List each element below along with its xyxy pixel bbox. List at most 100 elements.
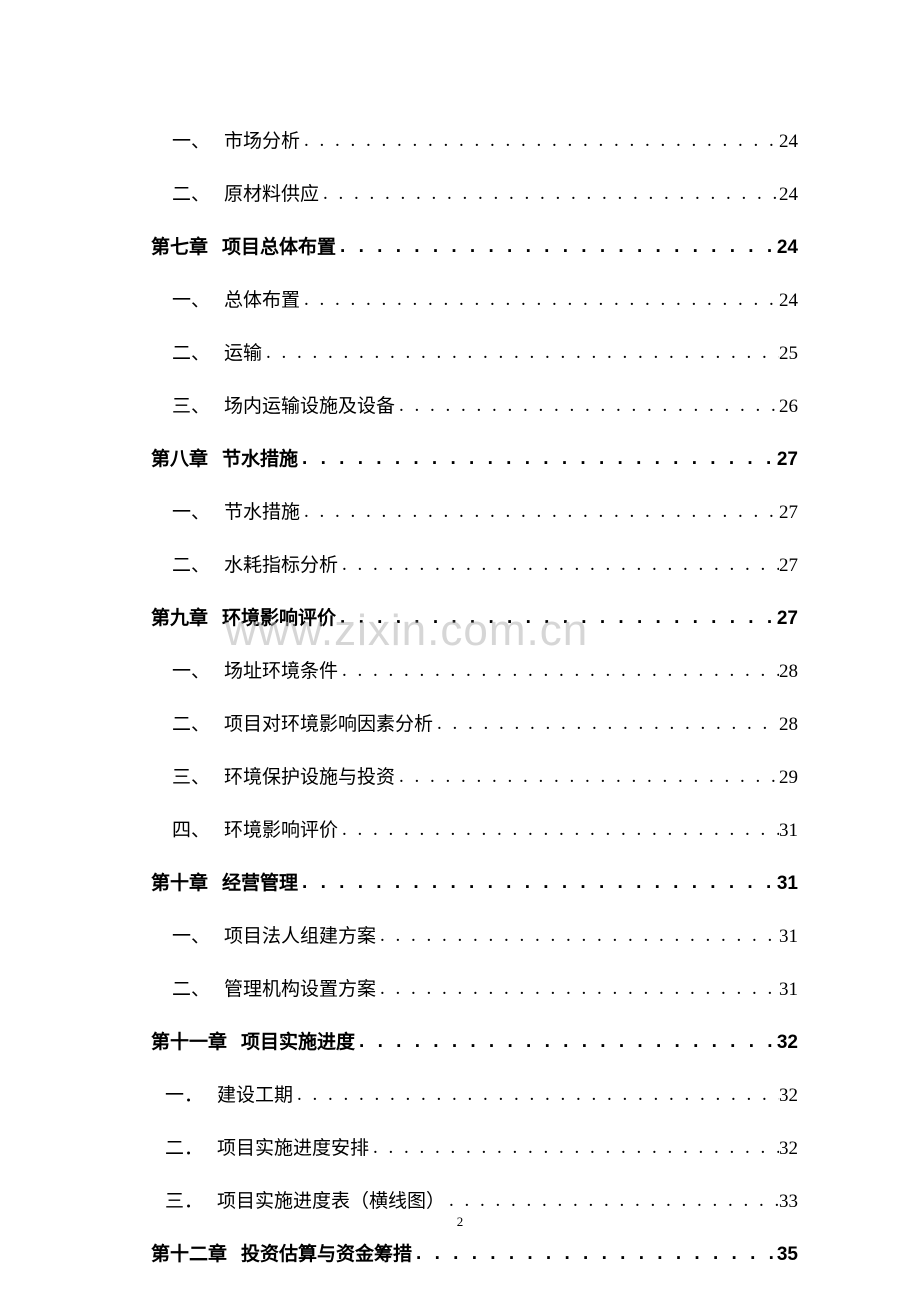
- toc-marker: 三．: [151, 1186, 217, 1213]
- page-number: 2: [457, 1214, 464, 1230]
- toc-page-number: 24: [779, 184, 798, 206]
- toc-page-number: 24: [777, 237, 798, 259]
- toc-title: 场内运输设施及设备: [224, 391, 395, 418]
- toc-marker: 二、: [151, 974, 224, 1001]
- toc-leader-dots: . . . . . . . . . . . . . . . . . . . . …: [338, 819, 779, 841]
- toc-entry: 四、环境影响评价. . . . . . . . . . . . . . . . …: [151, 815, 798, 842]
- toc-marker: 四、: [151, 815, 224, 842]
- toc-page-number: 27: [777, 608, 798, 630]
- toc-entry: 二、运输. . . . . . . . . . . . . . . . . . …: [151, 338, 798, 365]
- table-of-contents: 一、市场分析. . . . . . . . . . . . . . . . . …: [151, 126, 798, 1266]
- toc-leader-dots: . . . . . . . . . . . . . . . . . . . . …: [412, 1243, 777, 1265]
- toc-title: 建设工期: [217, 1080, 293, 1107]
- toc-page-number: 24: [779, 131, 798, 153]
- toc-page-number: 28: [779, 714, 798, 736]
- toc-entry: 一、项目法人组建方案. . . . . . . . . . . . . . . …: [151, 921, 798, 948]
- toc-marker: 第十二章: [151, 1239, 241, 1266]
- toc-title: 节水措施: [222, 444, 298, 471]
- toc-page-number: 27: [779, 502, 798, 524]
- toc-leader-dots: . . . . . . . . . . . . . . . . . . . . …: [336, 607, 777, 629]
- toc-title: 环境影响评价: [222, 603, 336, 630]
- toc-page-number: 31: [779, 926, 798, 948]
- toc-entry: 第九章环境影响评价. . . . . . . . . . . . . . . .…: [151, 603, 798, 630]
- toc-title: 项目对环境影响因素分析: [224, 709, 433, 736]
- toc-entry: 第十二章投资估算与资金筹措. . . . . . . . . . . . . .…: [151, 1239, 798, 1266]
- toc-marker: 二、: [151, 338, 224, 365]
- toc-marker: 第七章: [151, 232, 222, 259]
- toc-page-number: 32: [779, 1085, 798, 1107]
- toc-entry: 一、市场分析. . . . . . . . . . . . . . . . . …: [151, 126, 798, 153]
- toc-title: 项目总体布置: [222, 232, 336, 259]
- toc-leader-dots: . . . . . . . . . . . . . . . . . . . . …: [395, 395, 779, 417]
- toc-entry: 第八章节水措施. . . . . . . . . . . . . . . . .…: [151, 444, 798, 471]
- toc-page-number: 31: [779, 820, 798, 842]
- toc-entry: 第十章经营管理. . . . . . . . . . . . . . . . .…: [151, 868, 798, 895]
- toc-leader-dots: . . . . . . . . . . . . . . . . . . . . …: [319, 183, 779, 205]
- toc-page-number: 27: [777, 449, 798, 471]
- toc-title: 总体布置: [224, 285, 300, 312]
- toc-marker: 一．: [151, 1080, 217, 1107]
- toc-title: 运输: [224, 338, 262, 365]
- toc-page-number: 24: [779, 290, 798, 312]
- toc-title: 原材料供应: [224, 179, 319, 206]
- toc-leader-dots: . . . . . . . . . . . . . . . . . . . . …: [433, 713, 779, 735]
- toc-entry: 一．建设工期. . . . . . . . . . . . . . . . . …: [151, 1080, 798, 1107]
- toc-title: 场址环境条件: [224, 656, 338, 683]
- toc-leader-dots: . . . . . . . . . . . . . . . . . . . . …: [300, 289, 779, 311]
- toc-title: 市场分析: [224, 126, 300, 153]
- toc-title: 环境保护设施与投资: [224, 762, 395, 789]
- toc-leader-dots: . . . . . . . . . . . . . . . . . . . . …: [336, 236, 777, 258]
- toc-page-number: 32: [779, 1138, 798, 1160]
- toc-leader-dots: . . . . . . . . . . . . . . . . . . . . …: [298, 448, 777, 470]
- toc-marker: 第十一章: [151, 1027, 241, 1054]
- toc-entry: 三、场内运输设施及设备. . . . . . . . . . . . . . .…: [151, 391, 798, 418]
- toc-marker: 第十章: [151, 868, 222, 895]
- toc-marker: 三、: [151, 391, 224, 418]
- toc-entry: 二、项目对环境影响因素分析. . . . . . . . . . . . . .…: [151, 709, 798, 736]
- toc-entry: 二、原材料供应. . . . . . . . . . . . . . . . .…: [151, 179, 798, 206]
- toc-title: 项目实施进度: [241, 1027, 355, 1054]
- toc-leader-dots: . . . . . . . . . . . . . . . . . . . . …: [376, 925, 779, 947]
- toc-marker: 第八章: [151, 444, 222, 471]
- toc-title: 水耗指标分析: [224, 550, 338, 577]
- page-container: 一、市场分析. . . . . . . . . . . . . . . . . …: [0, 0, 920, 1266]
- toc-leader-dots: . . . . . . . . . . . . . . . . . . . . …: [376, 978, 779, 1000]
- toc-marker: 二．: [151, 1133, 217, 1160]
- toc-page-number: 31: [777, 873, 798, 895]
- toc-title: 经营管理: [222, 868, 298, 895]
- toc-marker: 一、: [151, 656, 224, 683]
- toc-page-number: 28: [779, 661, 798, 683]
- toc-leader-dots: . . . . . . . . . . . . . . . . . . . . …: [338, 554, 779, 576]
- toc-marker: 一、: [151, 285, 224, 312]
- toc-entry: 第七章项目总体布置. . . . . . . . . . . . . . . .…: [151, 232, 798, 259]
- toc-entry: 一、总体布置. . . . . . . . . . . . . . . . . …: [151, 285, 798, 312]
- toc-title: 环境影响评价: [224, 815, 338, 842]
- toc-marker: 第九章: [151, 603, 222, 630]
- toc-title: 项目法人组建方案: [224, 921, 376, 948]
- toc-entry: 二．项目实施进度安排. . . . . . . . . . . . . . . …: [151, 1133, 798, 1160]
- toc-entry: 三、环境保护设施与投资. . . . . . . . . . . . . . .…: [151, 762, 798, 789]
- toc-marker: 二、: [151, 179, 224, 206]
- toc-entry: 二、管理机构设置方案. . . . . . . . . . . . . . . …: [151, 974, 798, 1001]
- toc-leader-dots: . . . . . . . . . . . . . . . . . . . . …: [338, 660, 779, 682]
- toc-entry: 一、场址环境条件. . . . . . . . . . . . . . . . …: [151, 656, 798, 683]
- toc-title: 项目实施进度安排: [217, 1133, 369, 1160]
- toc-page-number: 31: [779, 979, 798, 1001]
- toc-entry: 二、水耗指标分析. . . . . . . . . . . . . . . . …: [151, 550, 798, 577]
- toc-page-number: 35: [777, 1244, 798, 1266]
- toc-marker: 一、: [151, 126, 224, 153]
- toc-marker: 二、: [151, 550, 224, 577]
- toc-title: 节水措施: [224, 497, 300, 524]
- toc-entry: 三．项目实施进度表（横线图）. . . . . . . . . . . . . …: [151, 1186, 798, 1213]
- toc-page-number: 33: [779, 1191, 798, 1213]
- toc-leader-dots: . . . . . . . . . . . . . . . . . . . . …: [395, 766, 779, 788]
- toc-title: 投资估算与资金筹措: [241, 1239, 412, 1266]
- toc-page-number: 25: [779, 343, 798, 365]
- toc-leader-dots: . . . . . . . . . . . . . . . . . . . . …: [293, 1084, 779, 1106]
- toc-leader-dots: . . . . . . . . . . . . . . . . . . . . …: [300, 130, 779, 152]
- toc-marker: 一、: [151, 921, 224, 948]
- toc-marker: 一、: [151, 497, 224, 524]
- toc-leader-dots: . . . . . . . . . . . . . . . . . . . . …: [355, 1031, 777, 1053]
- toc-leader-dots: . . . . . . . . . . . . . . . . . . . . …: [300, 501, 779, 523]
- toc-title: 管理机构设置方案: [224, 974, 376, 1001]
